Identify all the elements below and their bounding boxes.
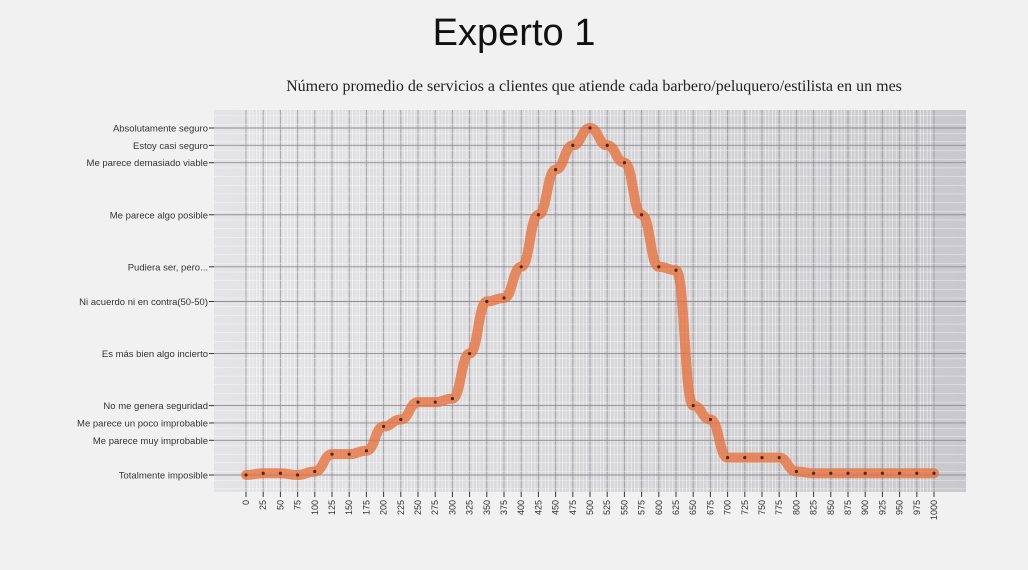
data-point (313, 469, 317, 474)
x-tick-label: 925 (877, 500, 887, 515)
data-point (519, 265, 523, 269)
x-tick-label: 625 (671, 500, 681, 515)
data-point (794, 469, 799, 474)
x-tick-label: 900 (860, 500, 870, 515)
data-point (364, 449, 368, 453)
x-tick-label: 600 (654, 500, 664, 515)
x-tick-label: 125 (327, 500, 337, 515)
x-tick-label: 725 (740, 500, 750, 515)
x-tick-label: 175 (361, 500, 371, 515)
y-tick-label: Estoy casi seguro (133, 141, 208, 152)
x-tick-label: 25 (258, 500, 268, 510)
data-point (399, 417, 403, 422)
data-point (932, 471, 936, 475)
x-tick-label: 375 (499, 500, 509, 515)
y-tick-label: Me parece un poco improbable (77, 418, 208, 429)
x-tick-label: 525 (602, 500, 612, 515)
data-point (433, 400, 437, 404)
x-tick-label: 50 (275, 500, 285, 510)
x-tick-label: 325 (465, 500, 475, 515)
data-point (760, 456, 764, 460)
x-tick-label: 425 (533, 500, 543, 515)
x-tick-label: 350 (482, 500, 492, 515)
data-point (588, 126, 592, 130)
data-point (674, 268, 678, 272)
y-tick-label: No me genera seguridad (103, 401, 208, 412)
data-point (502, 296, 506, 300)
data-point (278, 471, 282, 475)
x-tick-label: 575 (637, 500, 647, 515)
data-point (554, 168, 558, 172)
x-tick-label: 200 (379, 500, 389, 515)
x-tick-label: 750 (757, 500, 767, 515)
data-point (347, 452, 351, 456)
data-point (485, 299, 489, 304)
data-point (261, 471, 265, 475)
y-tick-label: Me parece algo posible (110, 210, 208, 221)
data-point (812, 471, 816, 475)
x-tick-label: 975 (912, 500, 922, 515)
data-point (622, 161, 627, 165)
data-point (846, 471, 850, 475)
x-tick-label: 0 (241, 500, 251, 505)
x-tick-label: 75 (293, 500, 303, 510)
x-tick-label: 875 (843, 500, 853, 515)
x-tick-label: 400 (516, 500, 526, 515)
x-tick-label: 150 (344, 500, 354, 515)
x-tick-label: 275 (430, 500, 440, 515)
x-tick-label: 100 (310, 500, 320, 515)
x-tick-label: 225 (396, 500, 406, 515)
y-tick-label: Totalmente imposible (119, 471, 208, 482)
data-point (640, 213, 644, 217)
x-tick-label: 650 (688, 500, 698, 515)
x-tick-label: 500 (585, 500, 595, 515)
data-point (330, 452, 334, 456)
x-tick-label: 700 (723, 500, 733, 515)
data-point (863, 471, 867, 475)
data-point (571, 143, 575, 147)
data-point (244, 473, 248, 477)
data-point (468, 351, 472, 356)
data-point (915, 471, 919, 475)
data-point (880, 471, 885, 475)
y-tick-label: Me parece demasiado viable (87, 158, 208, 169)
x-tick-label: 250 (413, 500, 423, 515)
y-tick-label: Pudiera ser, pero... (128, 262, 208, 273)
data-point (536, 213, 541, 217)
data-point (657, 265, 661, 269)
y-tick-label: Es más bien algo incierto (102, 349, 208, 360)
y-tick-label: Me parece muy improbable (93, 436, 208, 447)
data-point (416, 400, 420, 404)
data-point (450, 397, 454, 401)
x-tick-label: 950 (895, 500, 905, 515)
data-point (777, 456, 781, 460)
data-point (382, 424, 386, 429)
y-tick-label: Absolutamente seguro (113, 124, 208, 135)
x-tick-label: 550 (619, 500, 629, 515)
x-tick-label: 1000 (929, 500, 939, 520)
data-point (743, 456, 747, 460)
page-title: Experto 1 (432, 12, 596, 54)
data-point (898, 471, 902, 475)
x-tick-label: 800 (791, 500, 801, 515)
x-tick-label: 825 (809, 500, 819, 515)
data-point (691, 404, 695, 408)
data-point (708, 417, 713, 422)
x-tick-label: 450 (551, 500, 561, 515)
x-tick-label: 850 (826, 500, 836, 515)
x-tick-label: 300 (447, 500, 457, 515)
x-tick-label: 775 (774, 500, 784, 515)
series-line (241, 123, 939, 480)
data-point (605, 143, 609, 147)
chart-title: Número promedio de servicios a clientes … (286, 78, 902, 95)
x-tick-label: 675 (705, 500, 715, 515)
x-tick-label: 475 (568, 500, 578, 515)
data-point (726, 456, 730, 460)
data-point (296, 473, 300, 477)
y-tick-label: Ni acuerdo ni en contra(50-50) (79, 297, 208, 308)
data-point (829, 471, 833, 475)
